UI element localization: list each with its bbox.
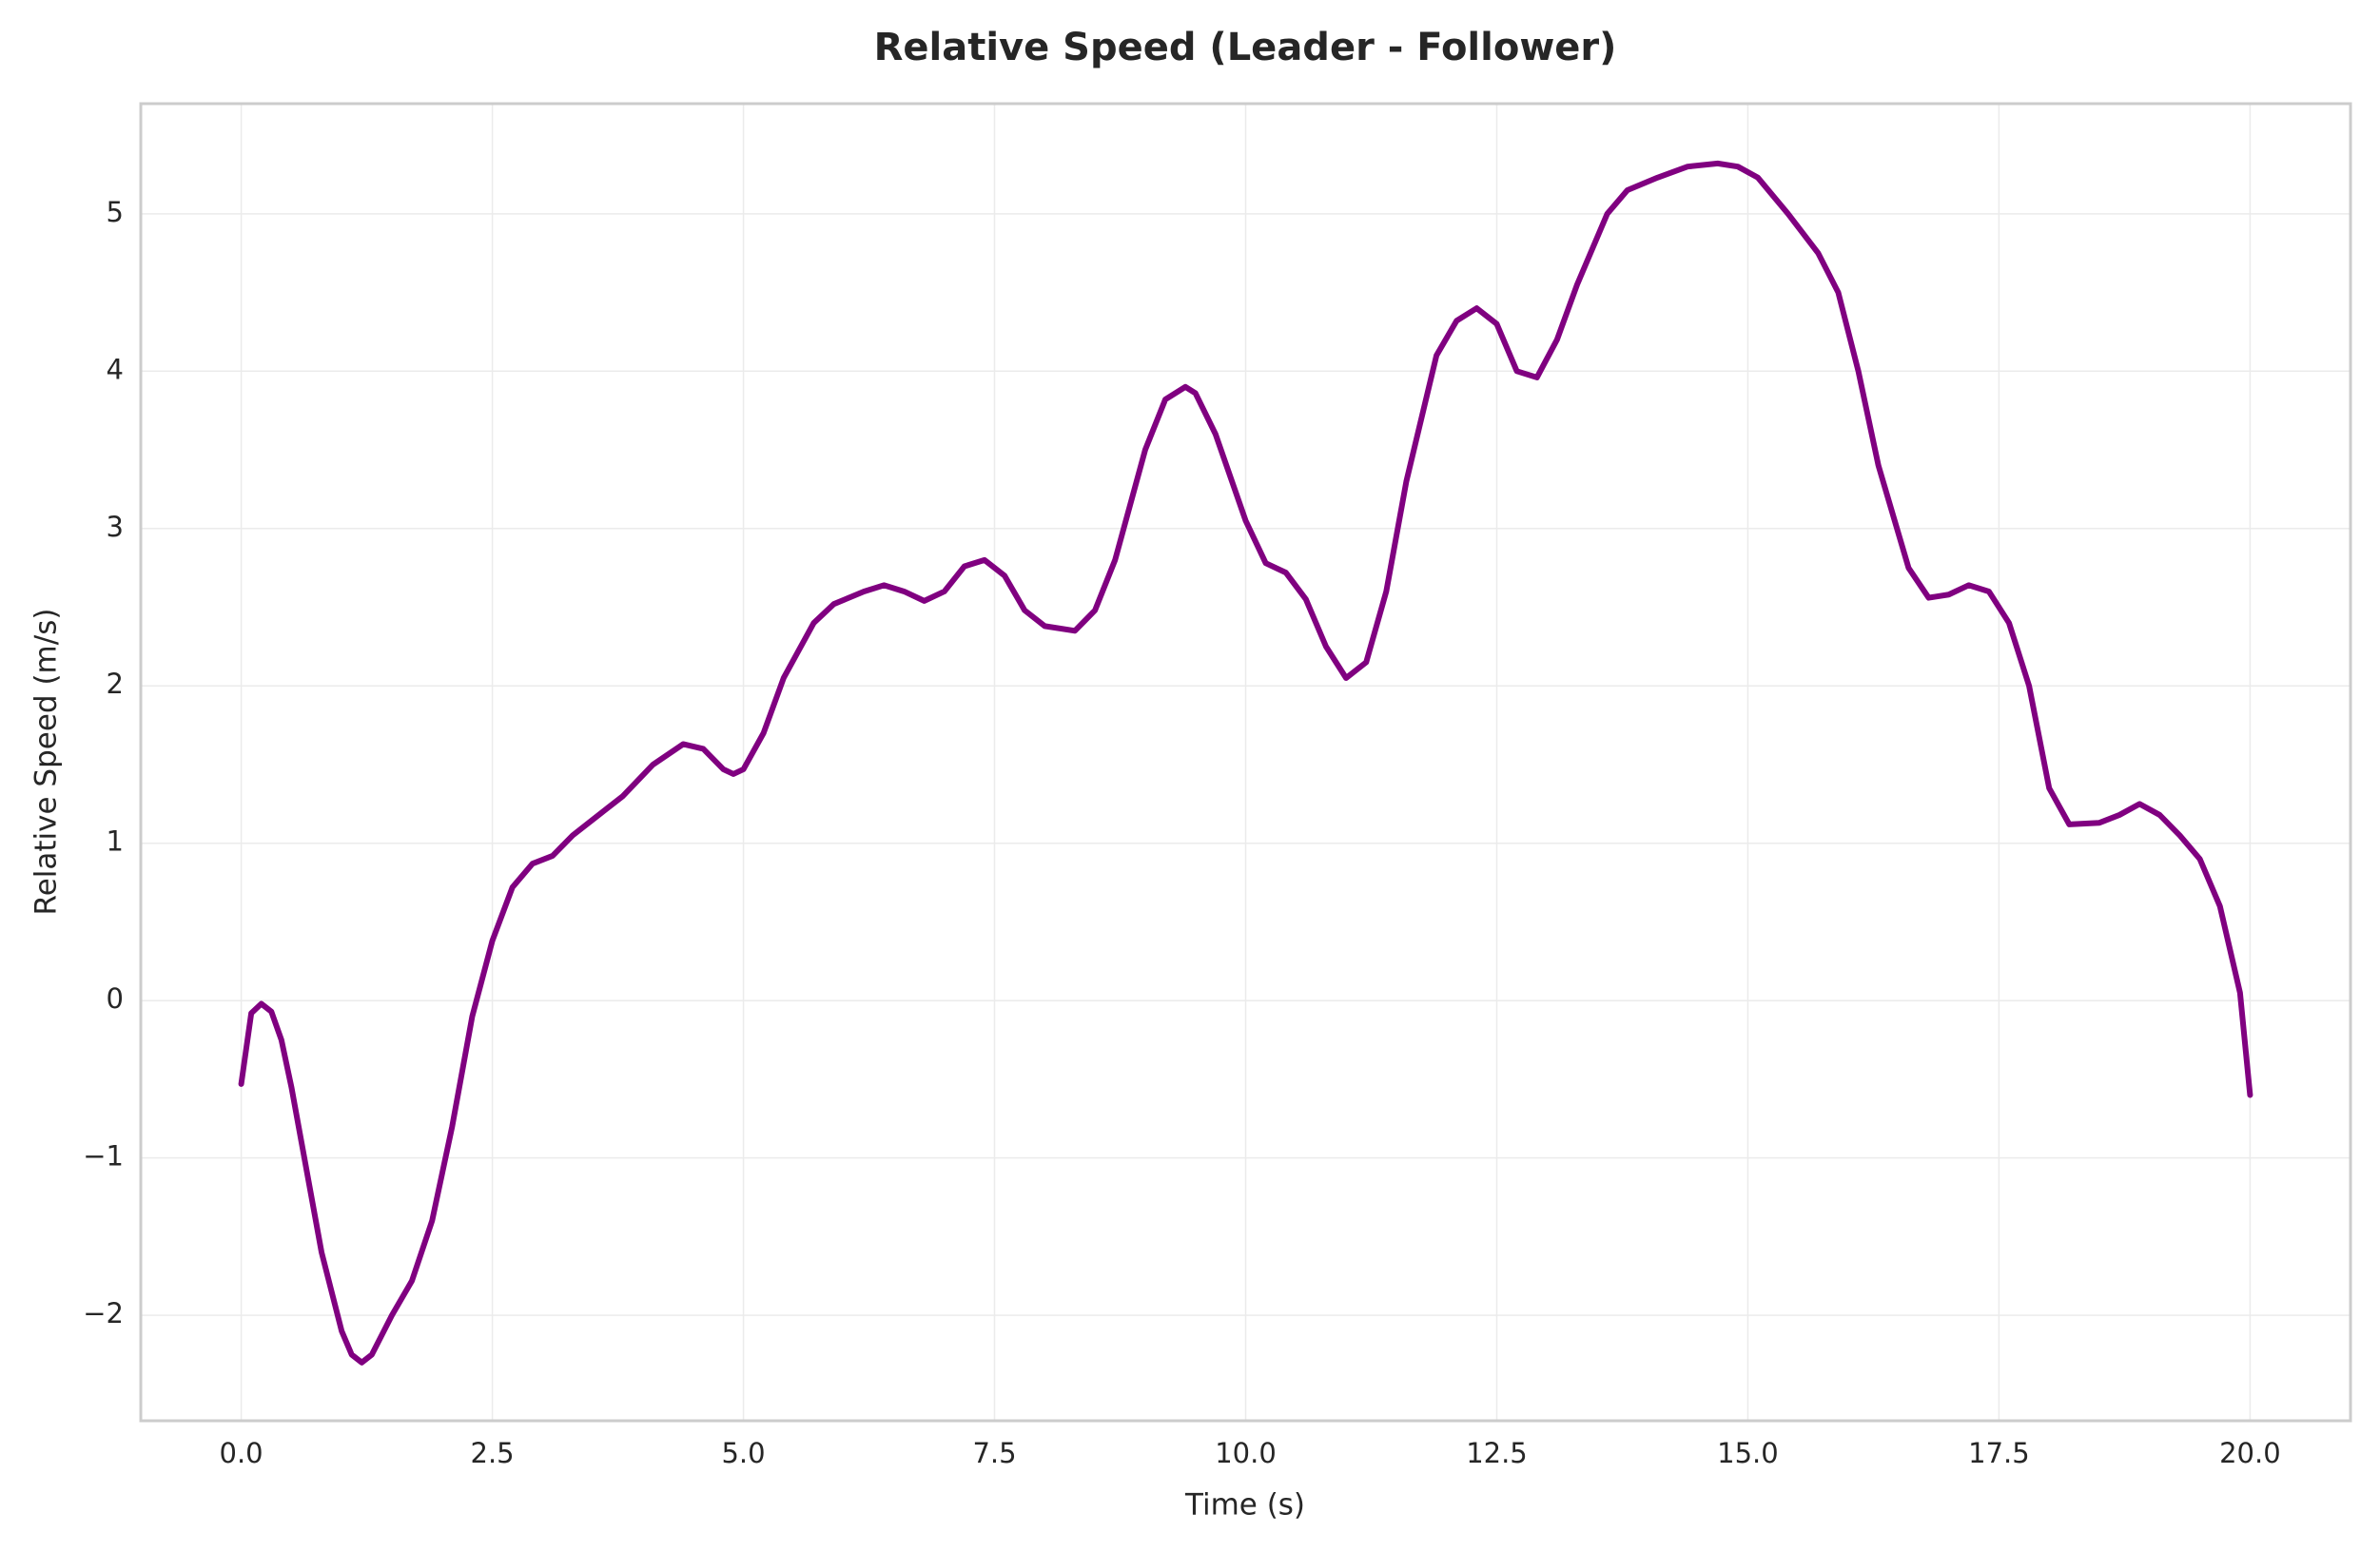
y-axis-label: Relative Speed (m/s) bbox=[29, 609, 64, 916]
x-tick-label: 20.0 bbox=[2219, 1437, 2281, 1469]
x-tick-label: 5.0 bbox=[721, 1437, 765, 1469]
chart-title: Relative Speed (Leader - Follower) bbox=[874, 26, 1617, 69]
x-tick-label: 15.0 bbox=[1717, 1437, 1779, 1469]
x-tick-label: 2.5 bbox=[471, 1437, 515, 1469]
y-tick-label: 4 bbox=[107, 353, 124, 385]
y-tick-label: 1 bbox=[107, 825, 124, 858]
y-tick-label: −2 bbox=[83, 1297, 124, 1329]
x-tick-label: 10.0 bbox=[1215, 1437, 1277, 1469]
y-tick-label: 5 bbox=[107, 196, 124, 228]
x-tick-label: 12.5 bbox=[1466, 1437, 1528, 1469]
x-tick-label: 0.0 bbox=[220, 1437, 263, 1469]
y-tick-label: −1 bbox=[83, 1140, 124, 1173]
plot-frame bbox=[139, 102, 2352, 1423]
y-tick-label: 0 bbox=[107, 982, 124, 1015]
data-line bbox=[238, 160, 2253, 1366]
y-tick-label: 2 bbox=[107, 668, 124, 700]
y-tick-label: 3 bbox=[107, 511, 124, 543]
x-tick-label: 17.5 bbox=[1968, 1437, 2030, 1469]
x-tick-label: 7.5 bbox=[972, 1437, 1016, 1469]
x-axis-label: Time (s) bbox=[1184, 1488, 1305, 1523]
